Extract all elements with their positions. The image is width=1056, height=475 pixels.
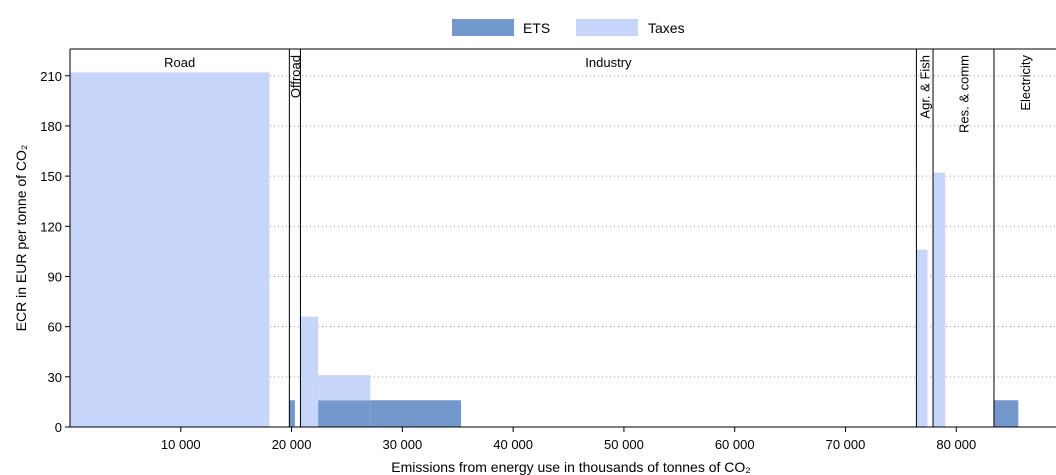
- bar-taxes: [70, 72, 270, 428]
- sector-label: Agr. & Fish: [918, 55, 933, 119]
- y-ticks: 0 30 60 90 120 150 180 210: [40, 69, 70, 435]
- sector-label: Industry: [585, 55, 632, 70]
- x-tick-label: 10 000: [161, 437, 201, 452]
- legend-label-taxes: Taxes: [648, 20, 685, 36]
- x-tick-label: 40 000: [493, 437, 533, 452]
- sector-dividers: [288, 49, 995, 427]
- x-tick-label: 20 000: [272, 437, 312, 452]
- x-tick-label: 80 000: [936, 437, 976, 452]
- x-tick-label: 30 000: [382, 437, 422, 452]
- bar-taxes: [916, 249, 928, 427]
- bar-ets: [318, 400, 371, 427]
- bar-taxes: [318, 375, 371, 401]
- sector-label: Road: [164, 55, 195, 70]
- bar-taxes: [300, 316, 319, 427]
- x-tick-label: 60 000: [715, 437, 755, 452]
- sector-labels: Road Offroad Industry Agr. & Fish Res. & com…: [164, 55, 1033, 134]
- y-tick-label: 120: [40, 219, 62, 234]
- legend-swatch-taxes: [576, 19, 638, 36]
- y-tick-label: 210: [40, 69, 62, 84]
- y-tick-label: 60: [48, 320, 62, 335]
- sector-label: Res. & comm: [956, 55, 971, 133]
- axes: [69, 48, 1056, 428]
- bars: [70, 72, 1019, 428]
- x-ticks: 10 000 20 000 30 000 40 000 50 000 60 000 70 0…: [161, 427, 976, 452]
- bar-taxes: [933, 172, 946, 427]
- sector-label: Electricity: [1018, 55, 1033, 111]
- y-axis-title: ECR in EUR per tonne of CO₂: [13, 145, 29, 332]
- y-tick-label: 180: [40, 119, 62, 134]
- x-tick-label: 70 000: [826, 437, 866, 452]
- x-axis-title: Emissions from energy use in thousands o…: [391, 459, 751, 475]
- y-tick-label: 0: [55, 420, 62, 435]
- legend-swatch-ets: [452, 19, 514, 36]
- sector-label: Offroad: [288, 55, 303, 98]
- bar-ets: [993, 400, 1019, 427]
- y-tick-label: 150: [40, 169, 62, 184]
- legend-label-ets: ETS: [523, 20, 550, 36]
- y-tick-label: 30: [48, 370, 62, 385]
- bar-ets: [370, 400, 462, 427]
- x-tick-label: 50 000: [604, 437, 644, 452]
- y-tick-label: 90: [48, 269, 62, 284]
- bar-ets: [289, 400, 295, 427]
- legend: ETS Taxes: [452, 19, 685, 36]
